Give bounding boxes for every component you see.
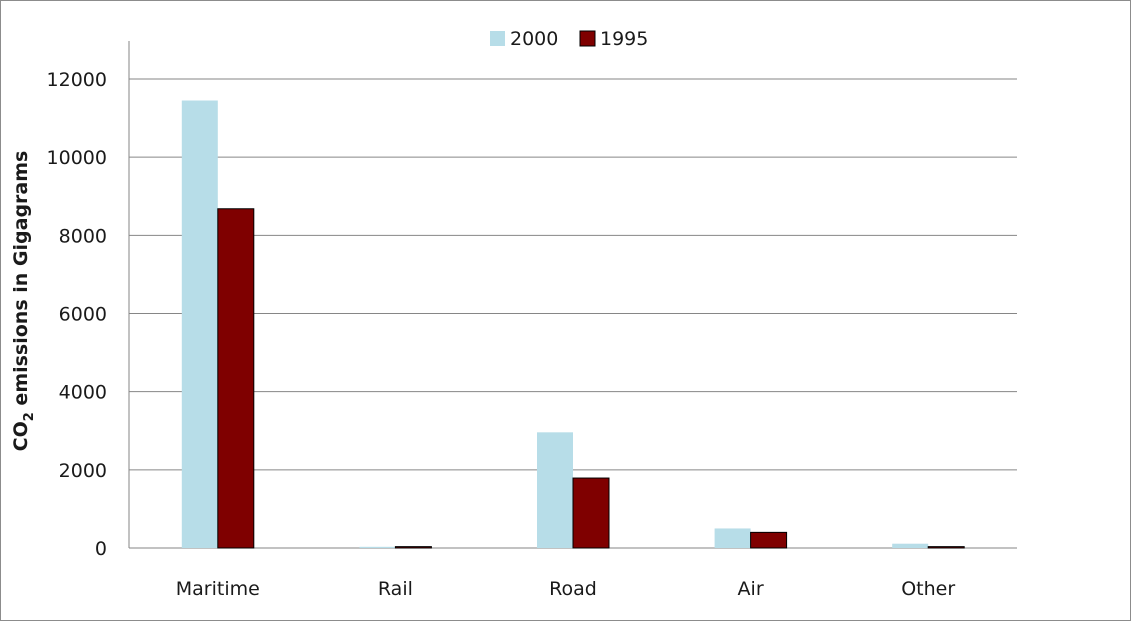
x-category-labels: Maritime Rail Road Air Other <box>176 578 956 600</box>
x-category-label: Other <box>901 578 955 600</box>
bar-2000-other <box>892 543 929 548</box>
bar-2000-air <box>714 528 751 548</box>
y-tick-label: 4000 <box>59 382 107 404</box>
y-axis-label-subscript: 2 <box>22 412 37 421</box>
bars <box>181 100 965 549</box>
y-tick-label: 10000 <box>47 147 107 169</box>
x-category-label: Maritime <box>176 578 260 600</box>
y-tick-label: 0 <box>95 538 107 560</box>
bar-2000-road <box>537 432 573 548</box>
x-category-label: Road <box>549 578 597 600</box>
y-axis-label-prefix: CO <box>10 421 32 451</box>
bar-1995-maritime <box>217 208 255 549</box>
legend-swatch-2000 <box>490 31 505 46</box>
y-axis-label: CO2 emissions in Gigagrams <box>10 151 37 452</box>
y-tick-label: 6000 <box>59 304 107 326</box>
bar-1995-other <box>927 546 965 549</box>
x-category-label: Rail <box>378 578 413 600</box>
y-tick-label: 12000 <box>47 69 107 91</box>
gridlines <box>129 78 1017 549</box>
y-tick-label: 2000 <box>59 460 107 482</box>
bar-1995-air <box>750 531 788 549</box>
bar-2000-rail <box>359 546 396 548</box>
x-category-label: Air <box>738 578 764 600</box>
y-axis-label-suffix: emissions in Gigagrams <box>10 151 32 413</box>
bar-1995-road <box>572 477 610 549</box>
y-tick-label: 8000 <box>59 225 107 247</box>
legend-label-2000: 2000 <box>510 28 558 50</box>
legend-swatch-1995 <box>579 30 596 47</box>
bar-2000-maritime <box>181 100 218 548</box>
bar-1995-rail <box>394 546 432 549</box>
legend: 2000 1995 <box>490 28 648 50</box>
legend-label-1995: 1995 <box>600 28 648 50</box>
y-tick-labels: 0 2000 4000 6000 8000 10000 12000 <box>47 69 107 560</box>
